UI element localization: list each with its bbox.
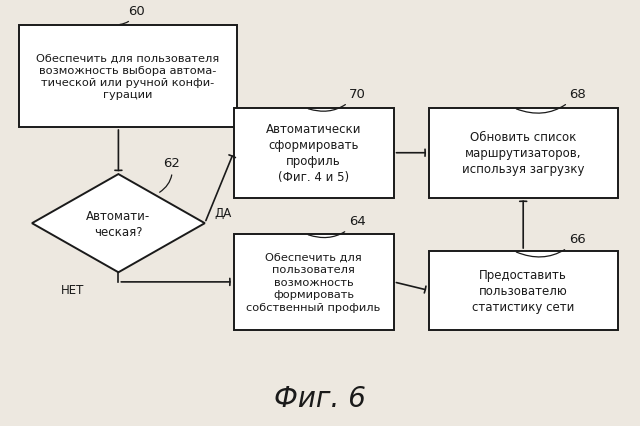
Text: 60: 60 — [120, 5, 145, 26]
FancyBboxPatch shape — [429, 251, 618, 330]
Text: 66: 66 — [516, 233, 586, 257]
Text: Обеспечить для
пользователя
возможность
формировать
собственный профиль: Обеспечить для пользователя возможность … — [246, 253, 381, 312]
Text: Предоставить
пользователю
статистику сети: Предоставить пользователю статистику сет… — [472, 268, 574, 313]
FancyBboxPatch shape — [234, 109, 394, 198]
Text: 64: 64 — [308, 215, 365, 238]
FancyBboxPatch shape — [19, 26, 237, 128]
Text: 70: 70 — [308, 88, 365, 112]
Text: Обновить список
маршрутизаторов,
используя загрузку: Обновить список маршрутизаторов, использ… — [462, 131, 584, 176]
Text: ДА: ДА — [214, 207, 232, 219]
Text: Фиг. 6: Фиг. 6 — [274, 384, 366, 412]
FancyBboxPatch shape — [234, 234, 394, 330]
Text: 68: 68 — [516, 88, 586, 114]
FancyBboxPatch shape — [429, 109, 618, 198]
Text: Автоматически
сформировать
профиль
(Фиг. 4 и 5): Автоматически сформировать профиль (Фиг.… — [266, 123, 362, 184]
Text: НЕТ: НЕТ — [61, 283, 84, 296]
Text: Автомати-
ческая?: Автомати- ческая? — [86, 209, 150, 238]
Text: Обеспечить для пользователя
возможность выбора автома-
тической или ручной конфи: Обеспечить для пользователя возможность … — [36, 53, 220, 100]
Text: 62: 62 — [159, 157, 180, 193]
Polygon shape — [32, 175, 205, 273]
